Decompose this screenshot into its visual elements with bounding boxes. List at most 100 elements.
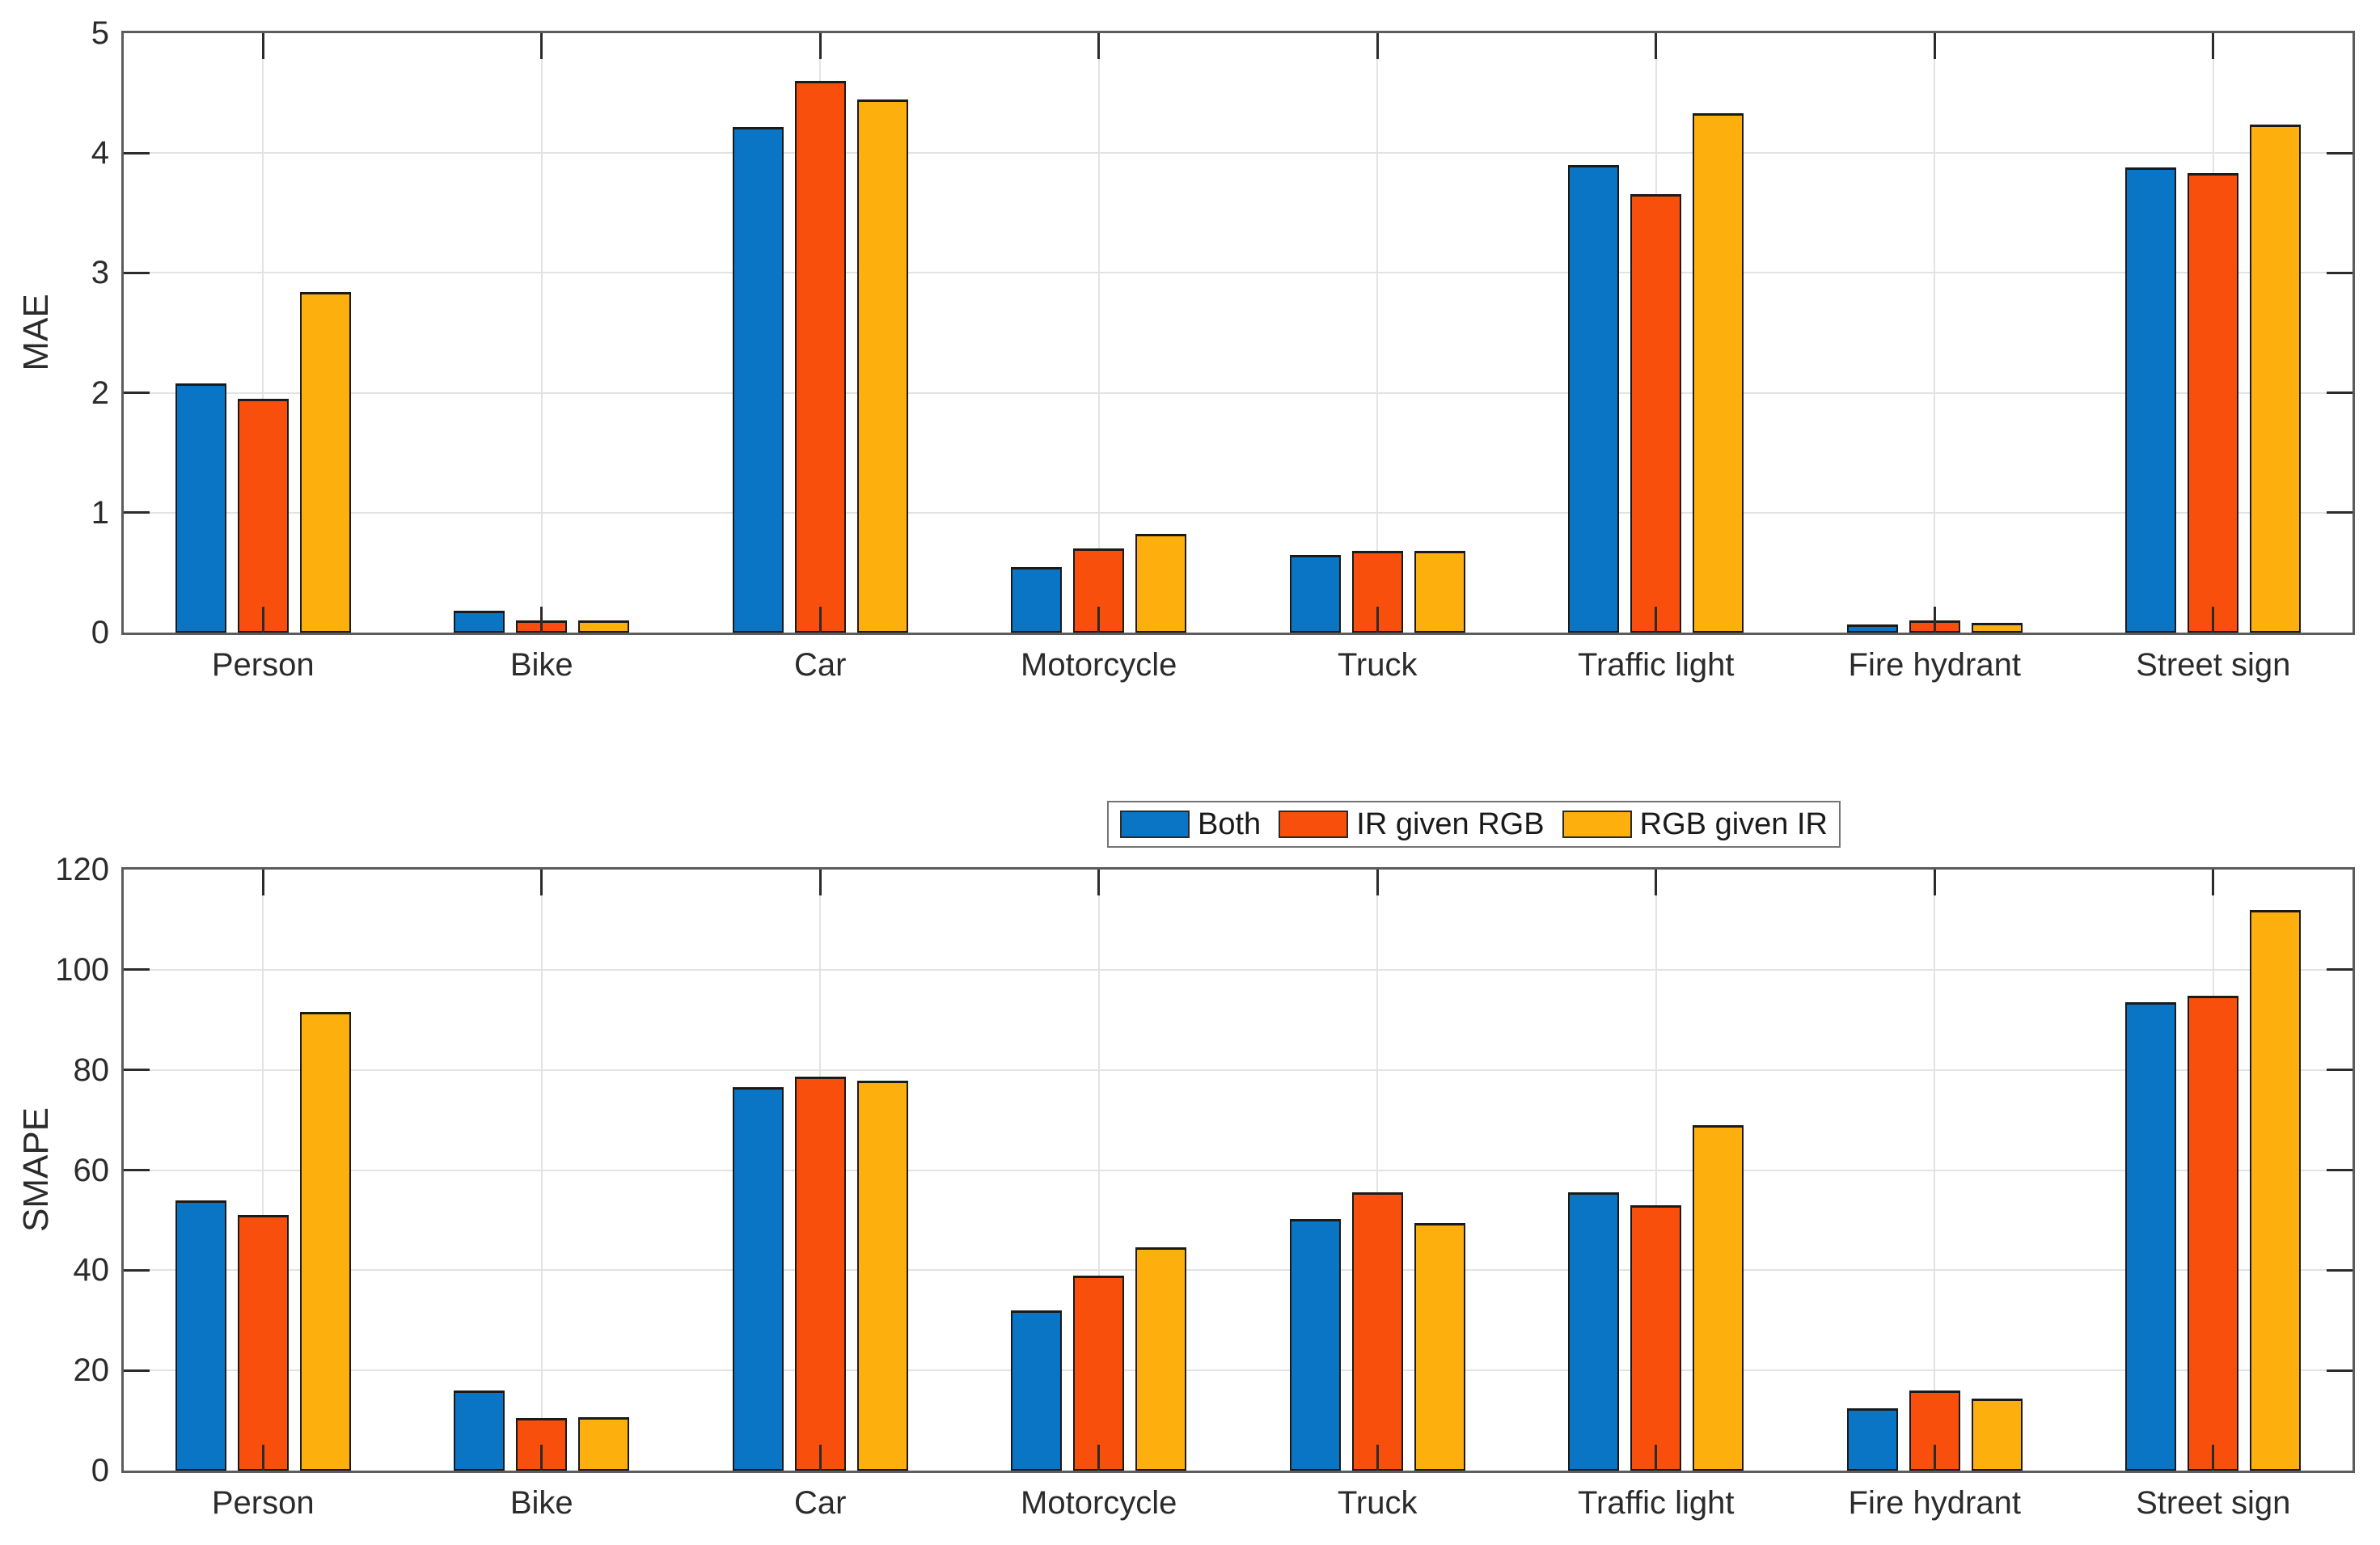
vertical-gridline: [262, 870, 264, 1471]
x-axis-tick-top: [2212, 870, 2215, 895]
horizontal-gridline: [124, 1169, 2353, 1171]
bar-ir-given-rgb-car: [794, 1076, 846, 1471]
y-tick-label-mae-2: 2: [91, 375, 109, 411]
bar-both-car: [732, 126, 784, 633]
vertical-gridline: [1097, 870, 1100, 1471]
category-label-mae-motorcycle: Motorcycle: [1021, 647, 1177, 683]
y-tick-label-mae-5: 5: [91, 15, 109, 51]
y-axis-tick-right: [2327, 511, 2353, 514]
bar-both-person: [175, 1200, 226, 1471]
y-tick-label-mae-4: 4: [91, 135, 109, 171]
y-tick-label-smape-80: 80: [73, 1052, 110, 1088]
horizontal-gridline: [124, 272, 2353, 274]
category-label-mae-street-sign: Street sign: [2136, 647, 2291, 683]
vertical-gridline: [1655, 870, 1657, 1471]
x-axis-tick-bottom: [540, 1445, 543, 1471]
x-axis-tick-bottom: [261, 607, 264, 633]
bar-rgb-given-ir-truck: [1414, 1222, 1465, 1471]
y-axis-tick: [124, 1169, 150, 1171]
bar-rgb-given-ir-bike: [578, 1416, 630, 1471]
smape-plot-area: 0 20 40 60 80 100 120 Person Bike Car Motorcycle Tr…: [55, 853, 2355, 1521]
bar-both-motorcycle: [1011, 1310, 1063, 1471]
bar-ir-given-rgb-truck: [1351, 1192, 1403, 1471]
y-axis-tick: [124, 392, 150, 395]
x-axis-tick-top: [540, 33, 543, 59]
bar-both-person: [175, 383, 226, 633]
x-axis-tick-top: [1655, 33, 1658, 59]
legend-swatch-ir-given-rgb: [1279, 811, 1349, 838]
legend-label-ir-given-rgb: IR given RGB: [1356, 806, 1545, 841]
bar-both-fire-hydrant: [1846, 624, 1898, 633]
y-tick-label-mae-0: 0: [91, 615, 109, 650]
category-label-mae-car: Car: [794, 647, 847, 683]
y-axis-tick-right: [2327, 968, 2353, 971]
x-axis-tick-top: [818, 33, 822, 59]
legend-swatch-both: [1120, 811, 1190, 838]
legend-label-both: Both: [1198, 806, 1262, 841]
y-axis-tick: [124, 1268, 150, 1272]
legend: Both IR given RGB RGB given IR: [1107, 801, 1841, 848]
vertical-gridline: [1934, 870, 1936, 1471]
vertical-gridline: [1097, 33, 1100, 633]
y-axis-tick-right: [2327, 1369, 2353, 1372]
x-axis-tick-top: [1933, 870, 1936, 895]
legend-swatch-rgb-given-ir: [1562, 811, 1632, 838]
vertical-gridline: [540, 33, 543, 633]
y-tick-label-smape-100: 100: [55, 951, 109, 988]
x-axis-tick-top: [818, 870, 822, 895]
y-axis-tick: [124, 511, 150, 514]
legend-item-both: Both: [1120, 807, 1261, 842]
bar-rgb-given-ir-traffic-light: [1693, 1124, 1744, 1471]
horizontal-gridline: [124, 1069, 2353, 1071]
x-axis-tick-bottom: [540, 607, 543, 633]
category-label-mae-truck: Truck: [1337, 647, 1418, 683]
category-label-mae-bike: Bike: [509, 647, 573, 683]
bar-both-traffic-light: [1568, 1192, 1620, 1471]
category-label-mae-person: Person: [211, 647, 315, 683]
mae-axis-label: MAE: [16, 294, 56, 371]
x-axis-tick-top: [2212, 33, 2215, 59]
x-axis-tick-bottom: [261, 1445, 264, 1471]
bar-both-bike: [454, 611, 505, 633]
horizontal-gridline: [124, 152, 2353, 154]
category-label-mae-traffic-light: Traffic light: [1578, 647, 1735, 683]
horizontal-gridline: [124, 392, 2353, 394]
y-tick-label-smape-20: 20: [73, 1352, 110, 1389]
x-axis-tick-top: [1097, 870, 1101, 895]
bar-rgb-given-ir-car: [856, 99, 908, 633]
x-axis-tick-top: [1376, 33, 1379, 59]
horizontal-gridline: [124, 968, 2353, 971]
x-axis-tick-top: [261, 870, 264, 895]
bar-ir-given-rgb-person: [237, 1215, 289, 1471]
bar-rgb-given-ir-truck: [1414, 551, 1465, 633]
y-tick-label-smape-120: 120: [55, 852, 109, 887]
bar-ir-given-rgb-motorcycle: [1073, 1275, 1125, 1471]
bar-both-traffic-light: [1568, 165, 1620, 633]
vertical-gridline: [1934, 33, 1936, 633]
x-axis-tick-bottom: [2212, 1445, 2215, 1471]
vertical-gridline: [262, 33, 264, 633]
bar-ir-given-rgb-traffic-light: [1630, 193, 1682, 633]
y-tick-label-smape-40: 40: [73, 1252, 110, 1289]
bar-both-truck: [1289, 1218, 1341, 1471]
x-axis-tick-bottom: [1933, 607, 1936, 633]
horizontal-gridline: [124, 511, 2353, 514]
y-axis-tick: [124, 271, 150, 274]
bar-both-car: [732, 1087, 784, 1471]
vertical-gridline: [540, 870, 543, 1471]
y-axis-tick-right: [2327, 151, 2353, 154]
mae-plot-area: 0 1 2 3 4 5 Person Bike Car Motorcycle Truck Traffi…: [91, 16, 2355, 683]
y-axis-tick: [124, 1369, 150, 1372]
category-label-smape-person: Person: [211, 1485, 315, 1521]
x-axis-tick-bottom: [1933, 1445, 1936, 1471]
bar-rgb-given-ir-traffic-light: [1693, 113, 1744, 633]
y-tick-label-smape-0: 0: [91, 1453, 109, 1488]
bar-rgb-given-ir-car: [856, 1081, 908, 1471]
legend-label-rgb-given-ir: RGB given IR: [1639, 806, 1828, 841]
y-axis-tick: [124, 1069, 150, 1072]
y-tick-label-smape-60: 60: [73, 1152, 110, 1188]
category-label-smape-truck: Truck: [1337, 1485, 1418, 1521]
y-axis-tick-right: [2327, 1268, 2353, 1272]
